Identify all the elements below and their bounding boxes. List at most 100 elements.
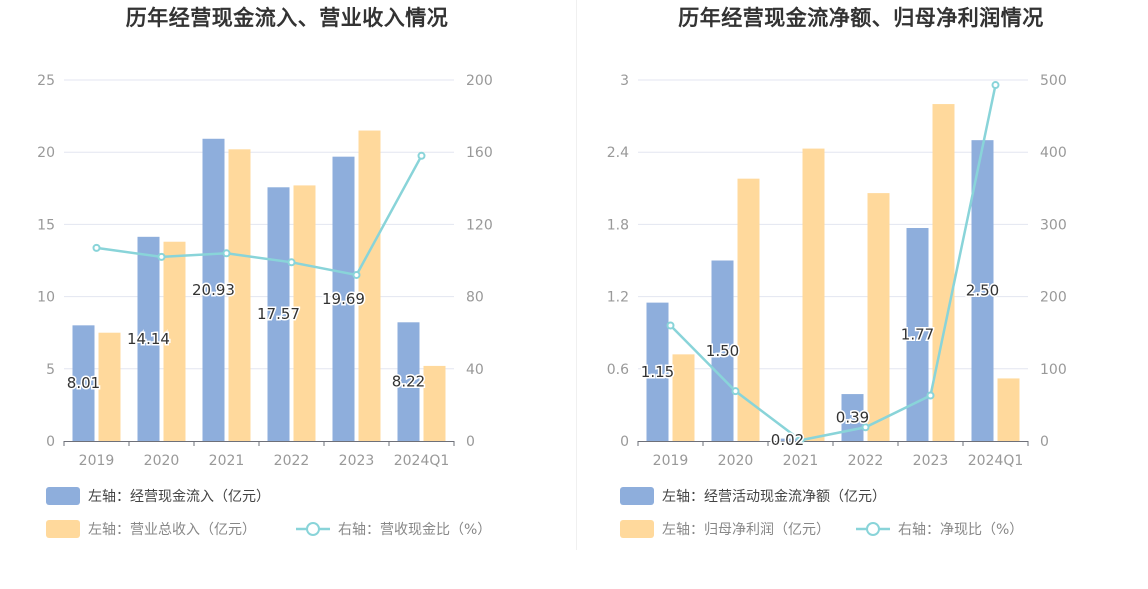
line-series-3 (96, 155, 423, 277)
line-point (222, 249, 231, 258)
left-axis-tick-label: 20 (37, 145, 55, 161)
bar-series-2 (997, 378, 1020, 441)
line-point (731, 387, 740, 396)
chart-title: 历年经营现金流净额、归母净利润情况 (678, 6, 1044, 30)
bar-series-1 (711, 260, 734, 441)
bar-series-2 (672, 354, 695, 441)
left-axis-tick-label: 10 (37, 290, 55, 306)
bar-data-label: 2.50 (966, 282, 999, 300)
bar-series-1 (397, 322, 420, 441)
panel-divider (576, 0, 577, 550)
bar-data-label: 19.69 (322, 290, 365, 308)
right-axis-tick-label: 80 (466, 290, 484, 306)
x-axis-category-label: 2022 (848, 453, 884, 469)
right-axis-tick-label: 160 (466, 145, 493, 161)
bar-data-label: 8.22 (392, 373, 425, 391)
left-axis-tick-label: 5 (46, 362, 55, 378)
bar-series-1 (332, 156, 355, 442)
bar-series-2 (293, 185, 316, 441)
bar-series-2 (932, 104, 955, 442)
legend-swatch (46, 520, 80, 538)
x-axis-category-label: 2024Q1 (394, 453, 450, 469)
left-axis-tick-label: 1.8 (607, 217, 629, 233)
left-axis-tick-label: 0.6 (607, 362, 629, 378)
left-axis-tick-label: 3 (620, 73, 629, 89)
chart-panel-left: 历年经营现金流入、营业收入情况 0 5 10 15 20 25 0 40 80 120 160 200… (37, 6, 493, 538)
bar-series-1 (776, 438, 799, 441)
left-axis-tick-label: 2.4 (607, 145, 629, 161)
right-axis-tick-label: 0 (466, 434, 475, 450)
x-axis-category-label: 2021 (209, 453, 245, 469)
chart-title: 历年经营现金流入、营业收入情况 (125, 6, 449, 30)
right-axis-tick-label: 300 (1040, 217, 1067, 233)
x-axis-category-label: 2019 (79, 453, 115, 469)
legend-label: 左轴：经营活动现金流净额（亿元） (662, 489, 886, 505)
right-axis-tick-label: 0 (1040, 434, 1049, 450)
line-point (861, 423, 870, 432)
bar-series-2 (228, 149, 251, 441)
bar-series-2 (358, 130, 381, 442)
x-axis-category-label: 2022 (274, 453, 310, 469)
bar-data-label: 1.77 (901, 326, 934, 344)
line-point (926, 391, 935, 400)
left-axis-tick-label: 1.2 (607, 290, 629, 306)
bar-series-1 (267, 187, 290, 441)
legend-label: 左轴：归母净利润（亿元） (662, 521, 830, 538)
bar-series-1 (646, 302, 669, 441)
bar-series-2 (98, 332, 121, 441)
right-axis-tick-label: 120 (466, 217, 493, 233)
left-axis-tick-label: 0 (620, 434, 629, 450)
bar-data-label: 1.50 (706, 342, 739, 360)
left-axis-tick-label: 25 (37, 73, 55, 89)
bar-series-1 (906, 228, 929, 441)
legend-swatch (620, 487, 654, 505)
x-axis-category-label: 2023 (339, 453, 375, 469)
legend-label: 左轴：营业总收入（亿元） (88, 522, 256, 538)
bar-data-label: 14.14 (127, 330, 170, 348)
bar-series-1 (72, 325, 95, 441)
right-axis-tick-label: 100 (1040, 362, 1067, 378)
right-axis-tick-label: 400 (1040, 145, 1067, 161)
right-axis-tick-label: 200 (466, 73, 493, 89)
line-point (287, 258, 296, 267)
x-axis-category-label: 2020 (144, 453, 180, 469)
bar-series-1 (137, 236, 160, 441)
bar-data-label: 20.93 (192, 281, 235, 299)
x-axis-category-label: 2024Q1 (968, 453, 1024, 469)
right-axis-tick-label: 200 (1040, 290, 1067, 306)
left-axis-tick-label: 0 (46, 434, 55, 450)
x-axis-category-label: 2020 (718, 453, 754, 469)
line-point (666, 321, 675, 330)
bar-series-2 (163, 241, 186, 441)
line-point (157, 252, 166, 261)
bar-data-label: 0.02 (771, 431, 804, 449)
line-series-3 (669, 84, 997, 442)
bar-series-1 (971, 140, 994, 441)
chart-right: 0 0.6 1.2 1.8 2.4 3 0 100 200 300 400 500 2019 2020 20… (607, 73, 1067, 538)
right-axis-tick-label: 40 (466, 362, 484, 378)
chart-panel-right: 历年经营现金流净额、归母净利润情况 0 0.6 1.2 1.8 2.4 3 0 100 200 3… (574, 0, 1148, 589)
bar-series-2 (867, 193, 890, 441)
legend-line-marker (306, 522, 320, 536)
bar-data-label: 8.01 (67, 374, 100, 392)
line-point (92, 243, 101, 252)
line-point (352, 270, 361, 279)
x-axis-category-label: 2021 (783, 453, 819, 469)
line-point (796, 436, 805, 445)
bar-data-label: 1.15 (641, 363, 674, 381)
bar-data-label: 0.39 (836, 409, 869, 427)
legend-label: 左轴：经营现金流入（亿元） (88, 489, 270, 505)
legend-swatch (620, 520, 654, 538)
bar-series-2 (802, 148, 825, 441)
legend-swatch (46, 487, 80, 505)
x-axis-category-label: 2023 (913, 453, 949, 469)
chart-left: 0 5 10 15 20 25 0 40 80 120 160 200 2019 2020 2021 2022… (37, 73, 493, 538)
legend-label: 右轴：净现比（%） (898, 522, 1023, 538)
line-point (417, 151, 426, 160)
legend-line-marker (866, 522, 880, 536)
bar-data-label: 17.57 (257, 305, 300, 323)
bar-series-1 (202, 138, 225, 441)
line-point (991, 81, 1000, 90)
x-axis-category-label: 2019 (653, 453, 689, 469)
bar-series-2 (737, 178, 760, 441)
